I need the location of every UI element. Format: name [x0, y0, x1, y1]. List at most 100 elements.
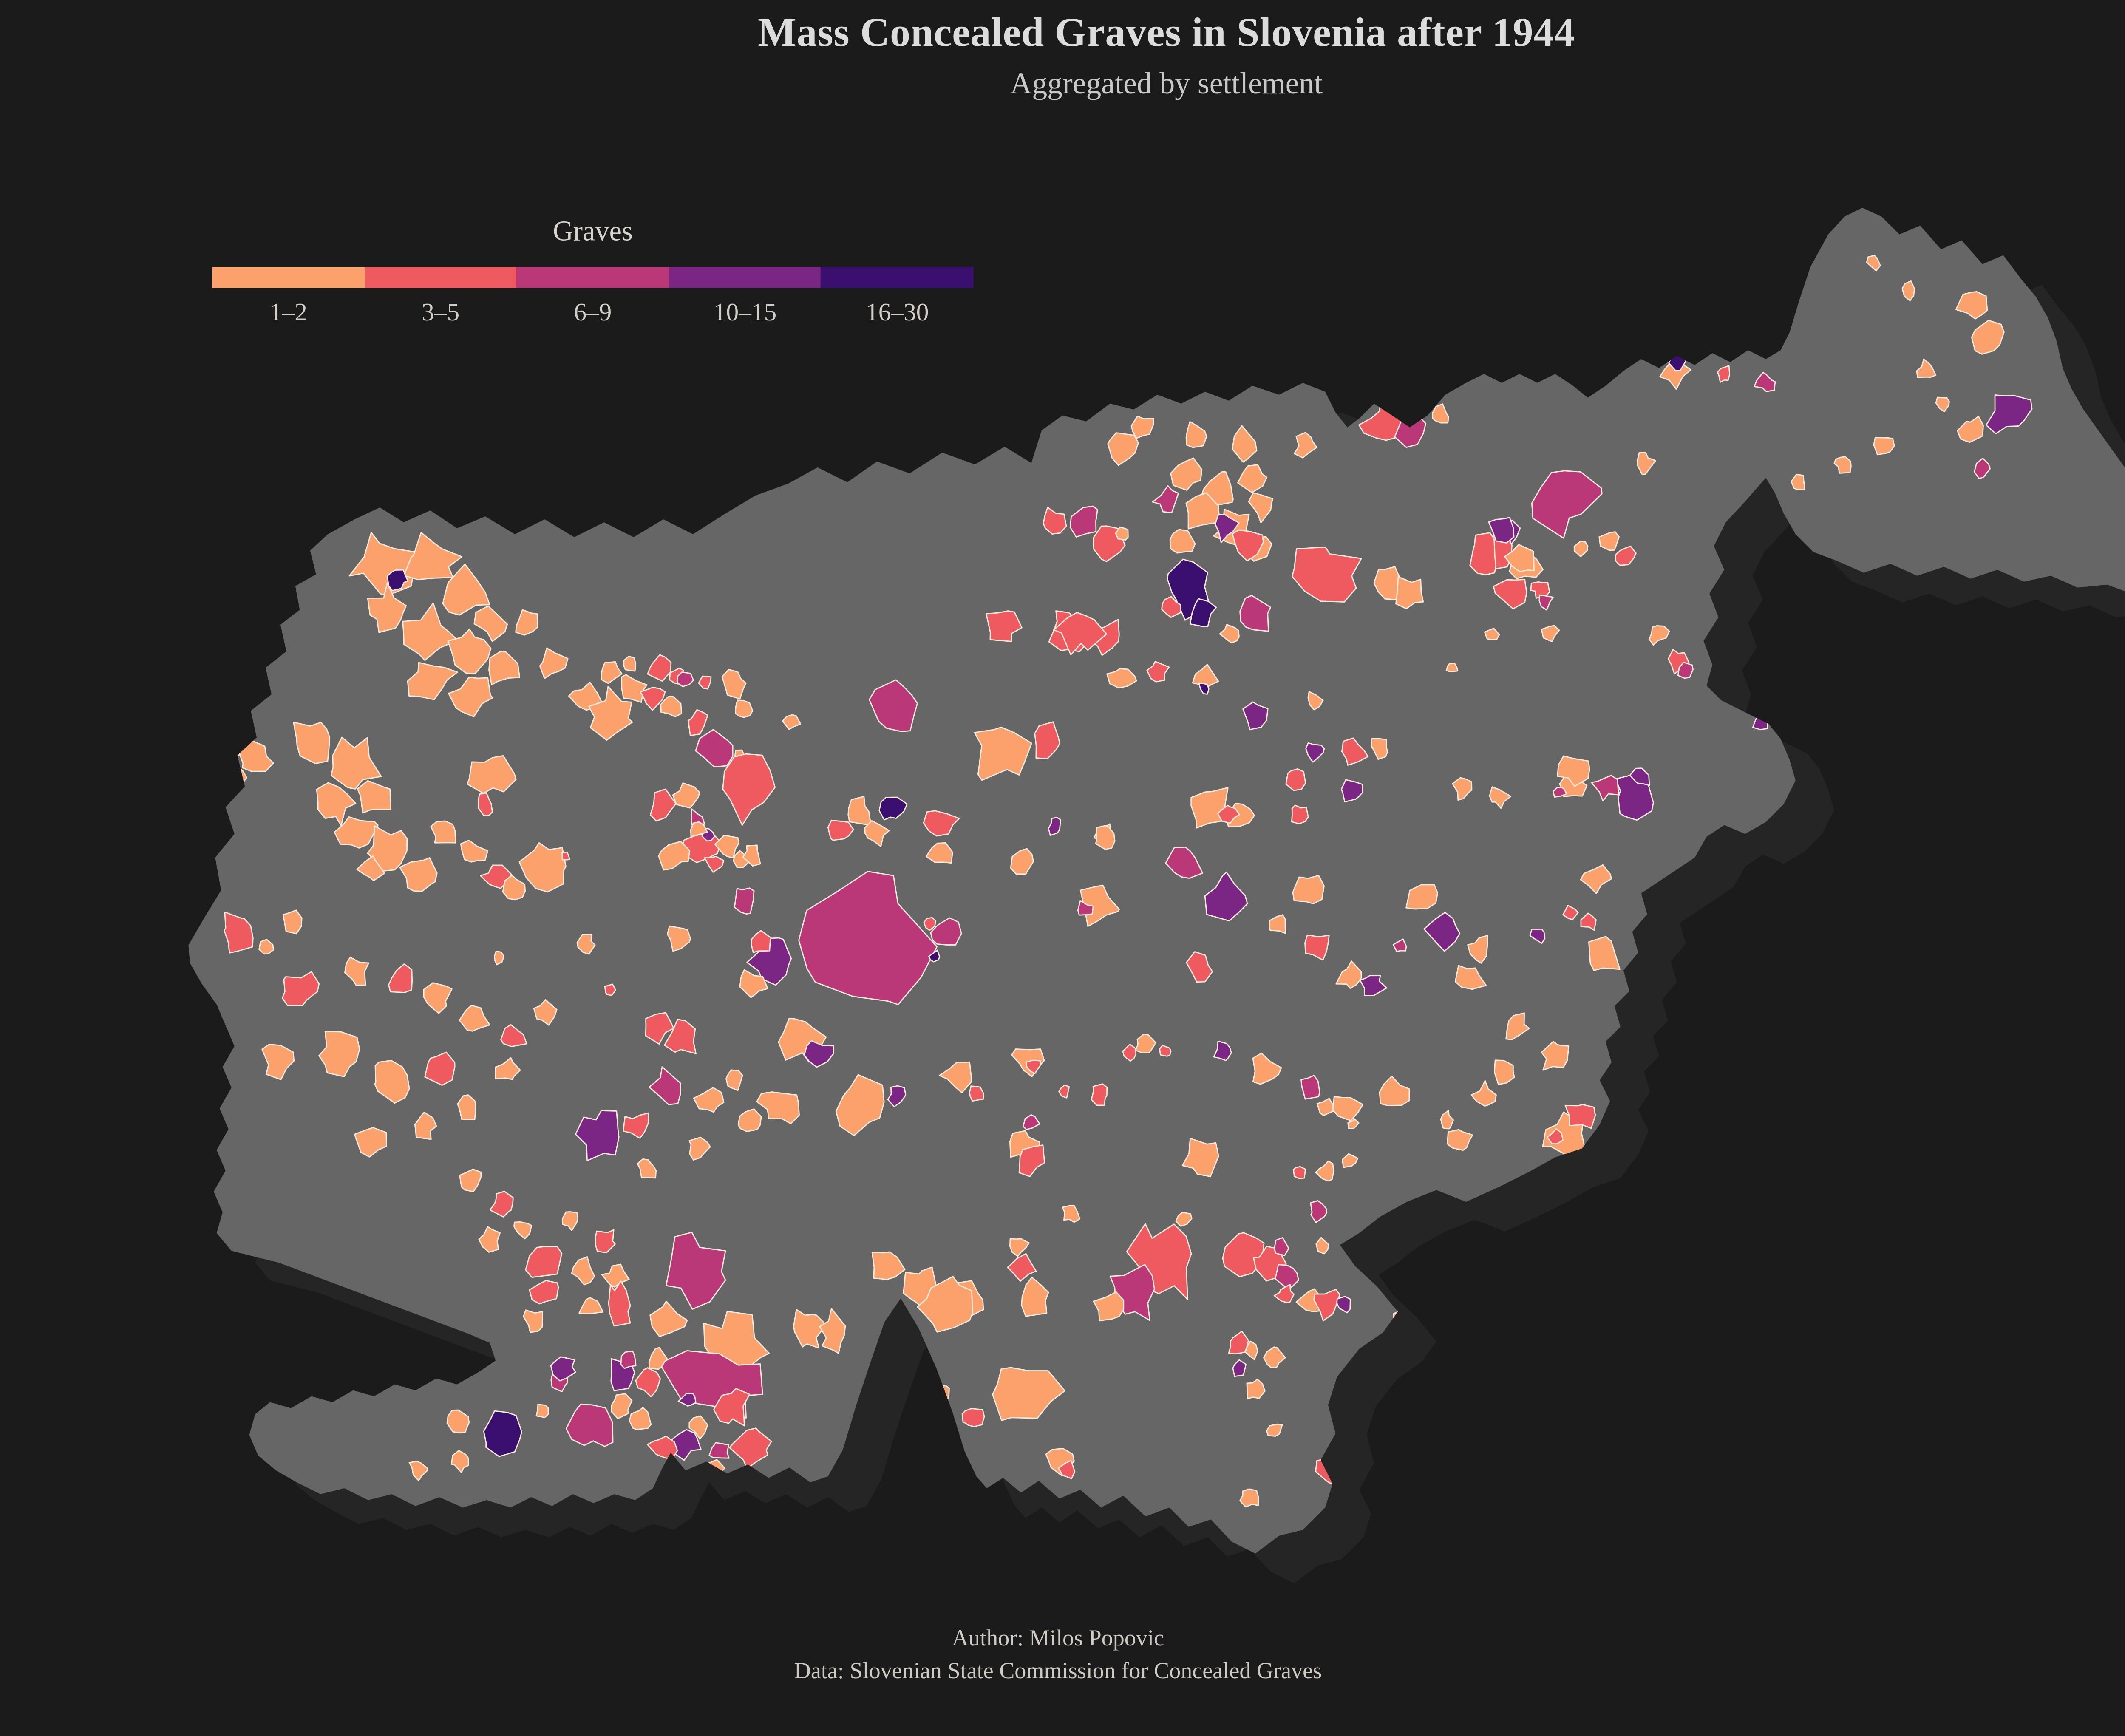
- settlement: [721, 669, 747, 699]
- settlement: [1615, 774, 1654, 821]
- legend-bar: [212, 267, 974, 288]
- settlement: [1058, 1084, 1070, 1099]
- settlement: [578, 1297, 604, 1314]
- settlement: [1135, 1033, 1156, 1054]
- page-title: Mass Concealed Graves in Slovenia after …: [758, 8, 1575, 55]
- legend-swatch-5: [821, 267, 974, 288]
- settlement: [1873, 437, 1895, 456]
- settlement: [835, 1074, 885, 1136]
- settlement: [1395, 576, 1424, 609]
- settlement: [478, 1226, 501, 1253]
- settlement: [939, 1061, 972, 1093]
- settlement: [1447, 1129, 1473, 1151]
- settlement: [424, 1051, 456, 1086]
- settlement: [1615, 545, 1637, 566]
- settlement: [640, 686, 666, 711]
- settlement: [1790, 637, 1808, 657]
- settlement: [923, 810, 960, 837]
- settlement: [864, 820, 890, 847]
- settlement: [623, 1112, 649, 1139]
- settlement: [344, 957, 370, 986]
- settlement: [677, 1393, 697, 1407]
- settlement: [1263, 1346, 1286, 1368]
- settlement: [571, 1256, 595, 1286]
- settlement: [734, 887, 755, 915]
- settlement: [1307, 691, 1324, 711]
- settlement: [293, 721, 331, 765]
- settlement: [1217, 804, 1240, 824]
- settlement: [819, 1308, 846, 1354]
- settlement: [714, 835, 740, 858]
- settlement: [1293, 432, 1318, 459]
- settlement: [459, 1168, 482, 1192]
- settlement: [1010, 848, 1034, 875]
- settlement: [399, 857, 438, 892]
- legend: Graves 1–2 3–5 6–9 10–15 16–30: [212, 217, 974, 328]
- settlement: [282, 909, 303, 935]
- settlement: [969, 1085, 984, 1102]
- settlement: [708, 1442, 730, 1459]
- settlements-layer: [203, 212, 2033, 1508]
- settlement: [1359, 975, 1388, 996]
- settlement: [1370, 738, 1388, 760]
- settlement: [1332, 1096, 1364, 1121]
- settlement: [930, 917, 962, 946]
- settlement: [1335, 960, 1362, 989]
- settlement: [871, 1251, 906, 1280]
- settlement: [1488, 517, 1515, 544]
- settlement: [473, 605, 508, 642]
- settlement: [1185, 421, 1207, 448]
- settlement: [887, 1085, 907, 1107]
- settlement: [1034, 721, 1060, 759]
- settlement: [649, 1300, 688, 1337]
- settlement: [518, 842, 567, 893]
- settlement: [203, 720, 244, 764]
- settlement: [386, 569, 408, 592]
- settlement: [611, 1393, 633, 1419]
- settlement: [629, 1407, 652, 1430]
- settlement: [1955, 291, 1988, 320]
- settlement: [238, 739, 274, 772]
- settlement: [1292, 875, 1325, 905]
- settlement: [1649, 625, 1670, 646]
- settlement: [513, 1221, 533, 1240]
- settlement: [1305, 742, 1325, 763]
- settlement: [1467, 935, 1488, 964]
- settlement: [1529, 929, 1546, 944]
- settlement: [515, 609, 538, 636]
- settlement: [451, 1450, 469, 1473]
- settlement: [1553, 786, 1567, 798]
- settlement: [430, 820, 456, 844]
- settlement: [423, 982, 453, 1014]
- settlement: [1062, 1205, 1081, 1223]
- settlement: [493, 951, 505, 966]
- settlement: [698, 675, 712, 690]
- legend-swatch-3: [516, 267, 669, 288]
- settlement: [1232, 529, 1264, 562]
- settlement: [793, 1308, 827, 1349]
- settlement: [1469, 532, 1497, 575]
- settlement: [672, 782, 700, 809]
- settlement: [1130, 415, 1154, 439]
- settlement: [1598, 531, 1620, 551]
- footer: Author: Milos Popovic Data: Slovenian St…: [794, 1623, 1322, 1689]
- settlement: [974, 726, 1032, 781]
- settlement: [1026, 1059, 1042, 1074]
- settlement: [1310, 1200, 1328, 1223]
- settlement: [1493, 579, 1527, 609]
- settlement: [1971, 320, 2005, 355]
- settlement: [1021, 1277, 1049, 1317]
- settlement: [1340, 779, 1363, 803]
- settlement: [664, 1019, 697, 1054]
- settlement: [1976, 212, 2020, 254]
- settlement: [1269, 914, 1286, 934]
- settlement: [1573, 541, 1589, 558]
- settlement: [1292, 546, 1362, 603]
- settlement: [1454, 965, 1487, 990]
- settlement: [1315, 1160, 1334, 1182]
- settlement: [1957, 416, 1984, 443]
- legend-labels: 1–2 3–5 6–9 10–15 16–30: [212, 298, 973, 328]
- settlement: [1198, 683, 1210, 695]
- settlement: [677, 671, 694, 687]
